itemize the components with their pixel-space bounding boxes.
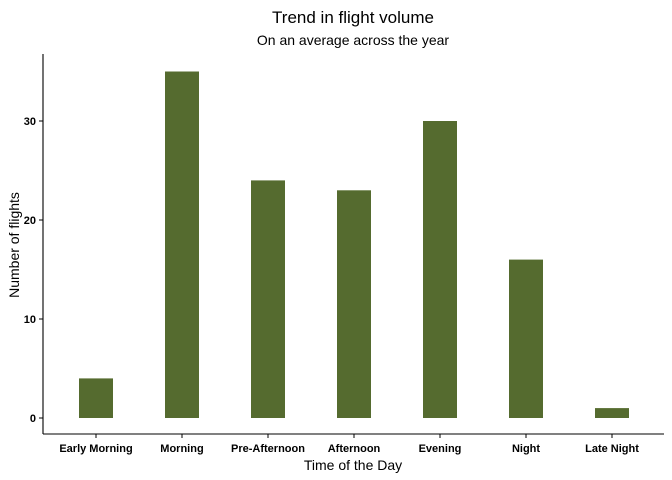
bar-late-night <box>595 408 629 418</box>
y-tick-label: 10 <box>24 314 36 326</box>
y-axis-title: Number of flights <box>6 192 22 298</box>
x-axis-title: Time of the Day <box>304 457 402 473</box>
x-tick-label: Evening <box>419 443 462 455</box>
x-tick-label: Afternoon <box>328 443 381 455</box>
y-tick-label: 20 <box>24 215 36 227</box>
x-axis-ticks: Early Morning Morning Pre-Afternoon Afterno… <box>59 434 639 455</box>
x-tick-label: Early Morning <box>59 443 132 455</box>
bar-evening <box>423 121 457 418</box>
y-axis-ticks: 0 10 20 30 <box>24 116 43 425</box>
y-tick-label: 30 <box>24 116 36 128</box>
chart-title: Trend in flight volume <box>272 8 434 27</box>
bar-night <box>509 259 543 418</box>
x-tick-label: Pre-Afternoon <box>231 443 305 455</box>
bar-afternoon <box>337 190 371 418</box>
bar-morning <box>165 71 199 418</box>
bar-pre-afternoon <box>251 180 285 418</box>
bars <box>79 71 629 418</box>
y-tick-label: 0 <box>30 413 36 425</box>
x-tick-label: Morning <box>160 443 203 455</box>
x-tick-label: Late Night <box>585 443 639 455</box>
bar-early-morning <box>79 378 113 418</box>
chart-subtitle: On an average across the year <box>257 32 450 48</box>
x-tick-label: Night <box>512 443 540 455</box>
